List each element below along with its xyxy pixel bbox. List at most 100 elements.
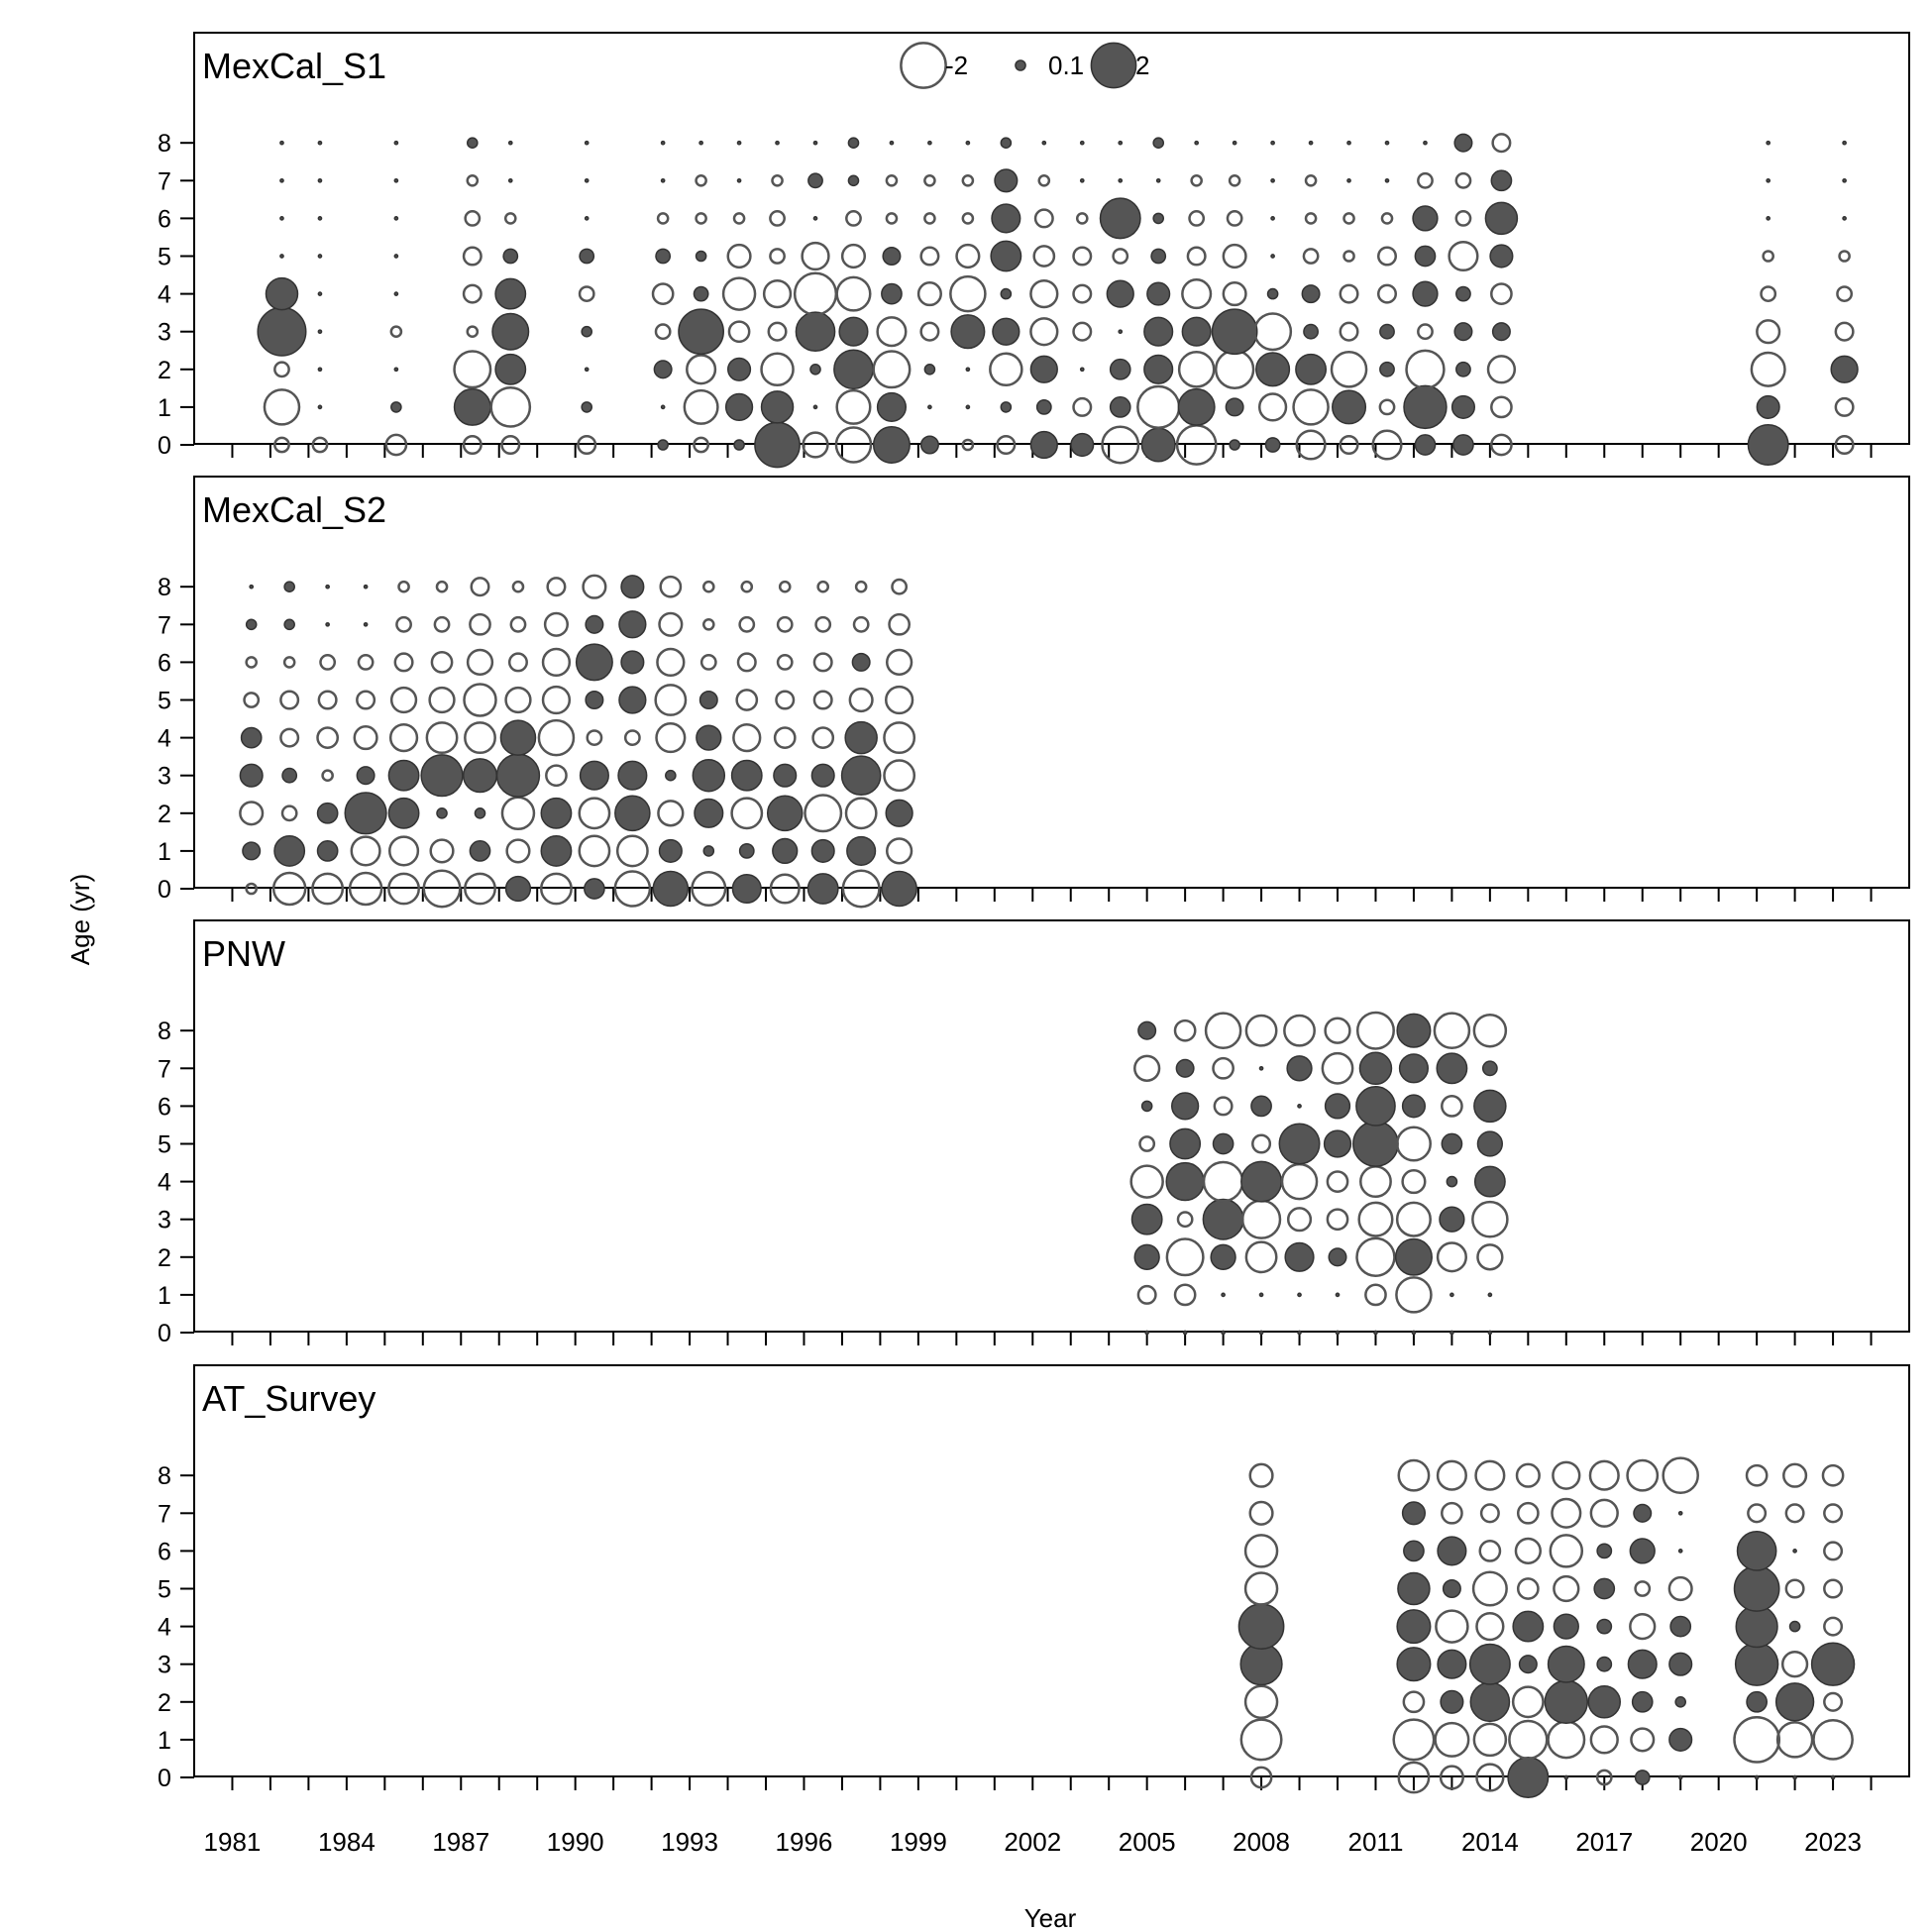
bubble bbox=[388, 722, 419, 753]
bubble bbox=[1232, 140, 1237, 146]
bubble bbox=[1140, 427, 1176, 463]
bubble bbox=[1411, 1330, 1417, 1336]
bubble bbox=[1239, 1643, 1283, 1686]
bubble bbox=[509, 615, 527, 633]
bubble bbox=[655, 248, 672, 265]
legend-label: -2 bbox=[945, 51, 968, 80]
bubble bbox=[495, 753, 541, 798]
bubble bbox=[1165, 1161, 1205, 1202]
legend-label: 0.1 bbox=[1048, 51, 1084, 80]
bubble bbox=[699, 653, 717, 671]
bubble bbox=[1355, 1011, 1395, 1050]
bubble bbox=[384, 433, 408, 457]
bubble bbox=[1240, 1160, 1283, 1203]
bubble bbox=[1109, 396, 1131, 418]
bubble bbox=[344, 792, 387, 835]
bubble bbox=[1434, 1721, 1470, 1758]
bubble bbox=[1118, 329, 1124, 335]
bubble bbox=[578, 285, 595, 303]
bubble bbox=[389, 686, 418, 714]
bubble bbox=[872, 426, 911, 464]
bubble bbox=[582, 574, 607, 599]
bubble bbox=[1760, 285, 1777, 303]
bubble bbox=[1473, 1089, 1507, 1124]
y-tick-label: 4 bbox=[158, 1169, 171, 1197]
bubble bbox=[1448, 240, 1479, 272]
bubble bbox=[1398, 1053, 1429, 1084]
bubble bbox=[1041, 140, 1047, 146]
bubble bbox=[1437, 1649, 1467, 1679]
bubble bbox=[1257, 392, 1288, 422]
bubble bbox=[1136, 1284, 1157, 1305]
panel-frame bbox=[193, 32, 1910, 445]
bubble bbox=[1792, 1774, 1797, 1780]
bubble bbox=[732, 212, 746, 225]
bubble bbox=[1079, 367, 1085, 373]
y-tick-label: 4 bbox=[158, 1614, 171, 1642]
bubble bbox=[695, 250, 707, 263]
panel-title: AT_Survey bbox=[202, 1378, 376, 1419]
bubble bbox=[464, 721, 496, 755]
bubble bbox=[1515, 1462, 1541, 1488]
bubble bbox=[1144, 1330, 1150, 1336]
bubble bbox=[801, 241, 830, 271]
bubble bbox=[1248, 1462, 1274, 1488]
bubble bbox=[321, 769, 334, 783]
bubble bbox=[1514, 1537, 1542, 1565]
x-axis: 1981 1984 1987 1990 1993 1996 1999 2002 2005 2008… bbox=[204, 1827, 1862, 1857]
bubble bbox=[838, 316, 869, 347]
bubble bbox=[1667, 1575, 1693, 1602]
bubble bbox=[263, 388, 301, 426]
bubble bbox=[851, 652, 871, 672]
bubble bbox=[1202, 1160, 1244, 1203]
bubble bbox=[1130, 1203, 1163, 1235]
bubble bbox=[1552, 1460, 1581, 1490]
bubble bbox=[691, 870, 727, 908]
bubble bbox=[363, 621, 369, 627]
bubble bbox=[422, 869, 462, 909]
bubble bbox=[658, 611, 684, 637]
legend-bubble bbox=[1015, 59, 1026, 71]
bubble bbox=[1352, 1121, 1399, 1167]
bubble bbox=[738, 615, 756, 633]
y-tick-label: 2 bbox=[158, 357, 171, 384]
bubble bbox=[1324, 1093, 1351, 1120]
bubble bbox=[889, 140, 895, 146]
bubble bbox=[1630, 1727, 1656, 1753]
panels: MexCal_S1 0 1 2 3 4 5 6 7 8 MexCal_S2 0 1 2 3 4 5 6 7 8 PNW 0… bbox=[158, 32, 1910, 1798]
bubble bbox=[1143, 354, 1174, 384]
x-tick-label: 2023 bbox=[1804, 1827, 1862, 1857]
bubble bbox=[989, 352, 1023, 387]
bubble bbox=[1181, 278, 1213, 310]
bubble bbox=[466, 137, 479, 150]
bubble bbox=[652, 870, 690, 908]
bubble bbox=[835, 388, 872, 425]
y-tick-label: 1 bbox=[158, 1282, 171, 1310]
bubble bbox=[436, 806, 448, 819]
bubble bbox=[1181, 316, 1212, 347]
bubble bbox=[317, 177, 323, 183]
bubble bbox=[545, 764, 568, 788]
bubble bbox=[773, 726, 797, 749]
bubble bbox=[393, 216, 399, 221]
bubble bbox=[387, 872, 420, 906]
bubble bbox=[317, 329, 323, 335]
bubble bbox=[1376, 283, 1398, 304]
bubble bbox=[1297, 1292, 1302, 1298]
bubble bbox=[1544, 1679, 1589, 1725]
bubble bbox=[1326, 1208, 1349, 1232]
bubble bbox=[1397, 1571, 1431, 1606]
bubble bbox=[1395, 1201, 1432, 1237]
bubble bbox=[1330, 351, 1368, 388]
bubble bbox=[1109, 358, 1131, 380]
bubble bbox=[1766, 177, 1771, 183]
bubble bbox=[1079, 140, 1085, 146]
bubble bbox=[585, 614, 604, 634]
bubble bbox=[1339, 321, 1359, 342]
panel-title: MexCal_S1 bbox=[202, 46, 386, 86]
bubble bbox=[543, 611, 569, 637]
bubble bbox=[754, 421, 801, 469]
panel-frame bbox=[193, 1364, 1910, 1777]
bubble bbox=[348, 871, 383, 907]
bubble bbox=[1346, 177, 1351, 183]
